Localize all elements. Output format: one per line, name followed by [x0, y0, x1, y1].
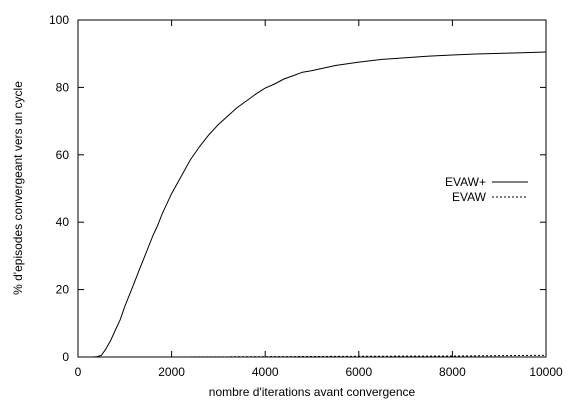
x-tick-label: 0 — [75, 365, 82, 379]
y-tick-label: 60 — [56, 148, 70, 162]
series-line-evaw — [78, 354, 547, 358]
y-tick-label: 40 — [56, 215, 70, 229]
x-tick-label: 10000 — [529, 365, 563, 379]
y-tick-label: 20 — [56, 283, 70, 297]
legend-label: EVAW+ — [445, 175, 486, 189]
series-line-evaw- — [78, 51, 547, 358]
y-tick-label: 0 — [62, 350, 69, 364]
x-axis-title: nombre d'iterations avant convergence — [209, 385, 416, 399]
y-tick-label: 100 — [49, 13, 69, 27]
y-axis-title: % d'episodes convergeant vers un cycle — [11, 81, 25, 295]
legend-label: EVAW — [452, 190, 487, 204]
x-tick-label: 2000 — [158, 365, 185, 379]
x-tick-label: 8000 — [439, 365, 466, 379]
x-tick-label: 6000 — [345, 365, 372, 379]
legend: EVAW+EVAW — [445, 175, 528, 204]
y-tick-label: 80 — [56, 80, 70, 94]
series-lines — [78, 51, 547, 358]
x-tick-label: 4000 — [252, 365, 279, 379]
